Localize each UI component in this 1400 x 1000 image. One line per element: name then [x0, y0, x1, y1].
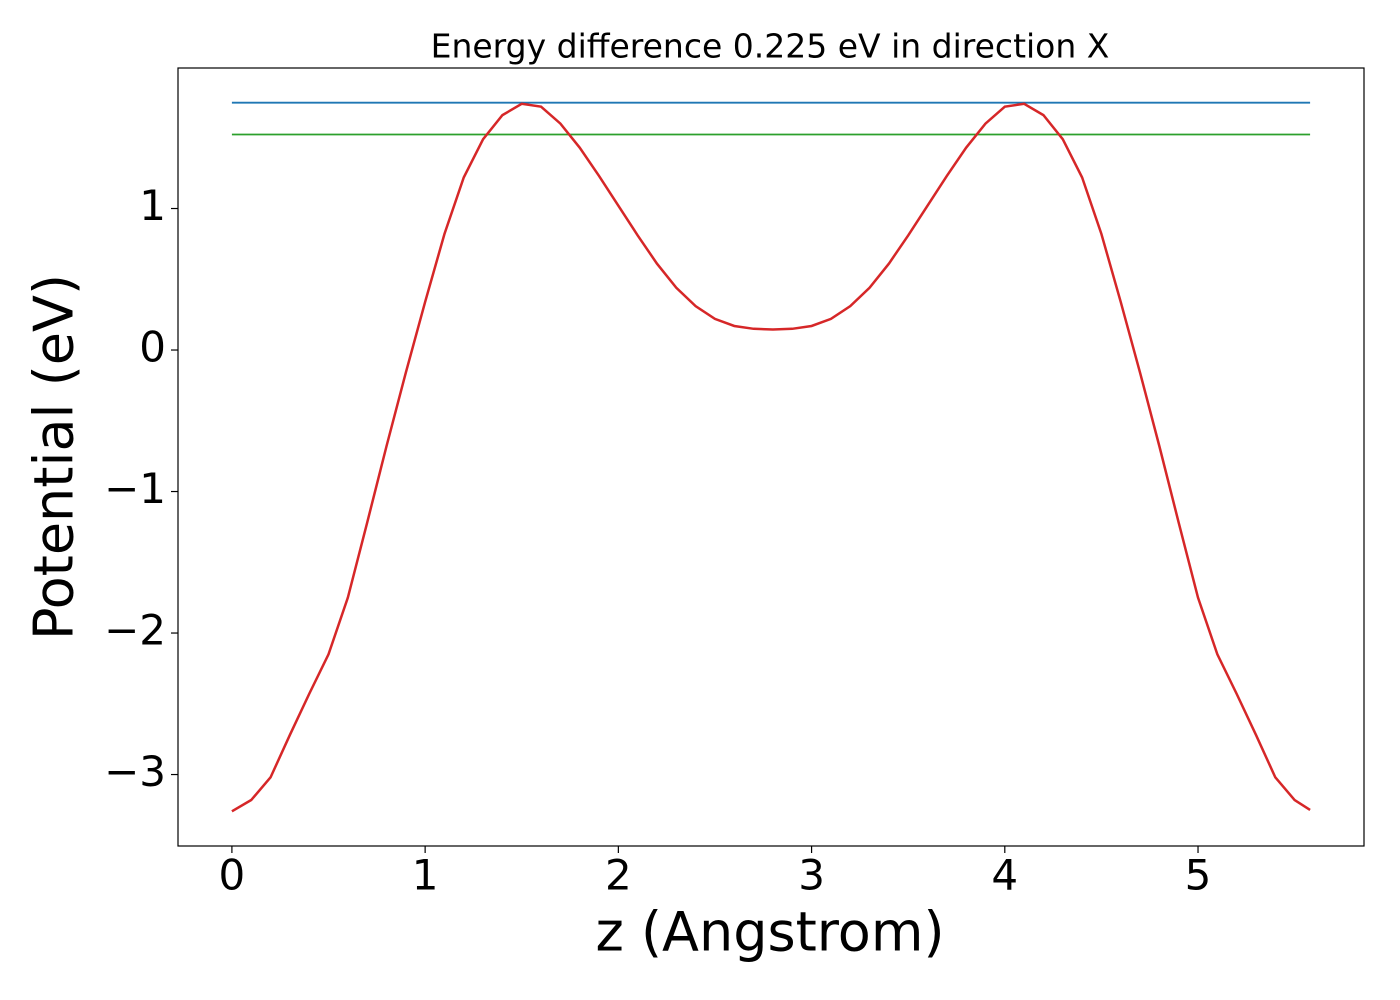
x-tick-label: 1 [412, 851, 439, 900]
x-tick-label: 4 [991, 851, 1018, 900]
line [231, 102, 1311, 813]
plot-frame [177, 67, 1365, 847]
y-tick-label: −1 [104, 464, 166, 513]
y-tick-label: 1 [139, 181, 166, 230]
y-tick-label: −3 [104, 747, 166, 796]
x-tick-label: 3 [798, 851, 825, 900]
x-tick-label: 5 [1185, 851, 1212, 900]
y-tick-label: −2 [104, 606, 166, 655]
x-tick-label: 0 [219, 851, 246, 900]
chart-title: Energy difference 0.225 eV in direction … [431, 27, 1110, 66]
x-axis-label: z (Angstrom) [595, 901, 944, 964]
y-axis-label: Potential (eV) [23, 274, 86, 640]
x-tick-label: 2 [605, 851, 632, 900]
y-tick-label: 0 [139, 323, 166, 372]
